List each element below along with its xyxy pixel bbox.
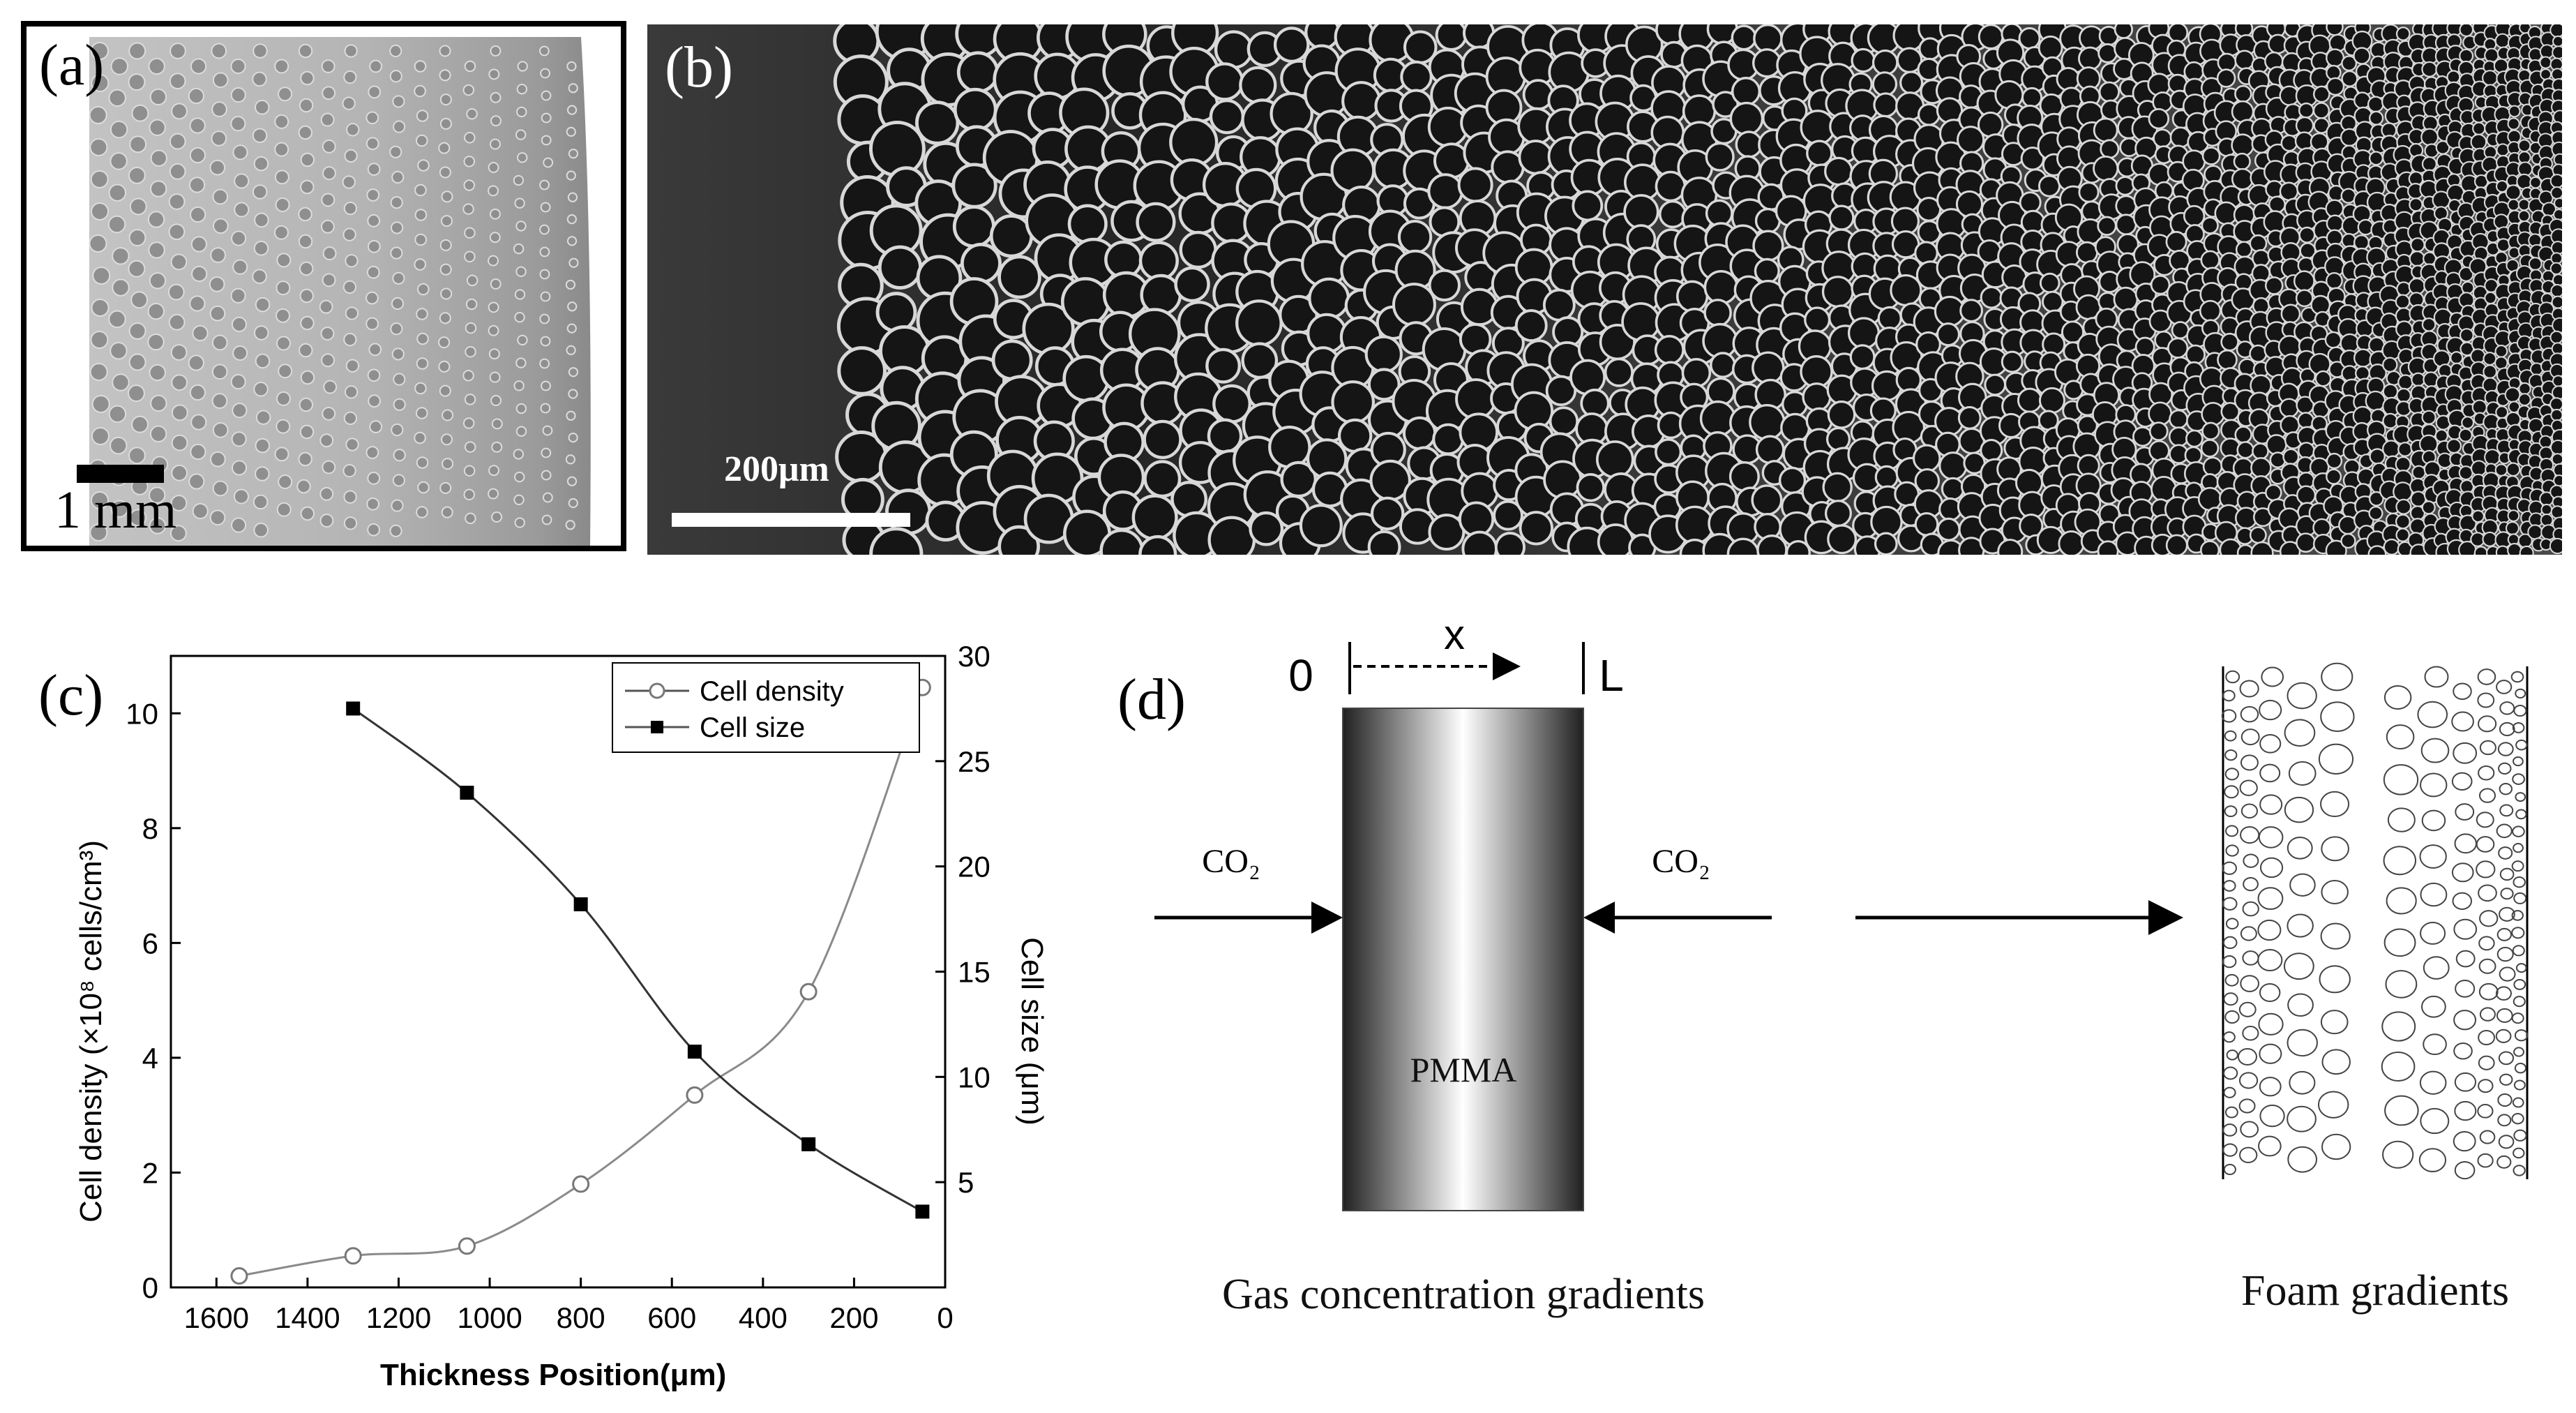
cell-density-point (572, 1175, 590, 1193)
trend-line-cell-size (352, 708, 924, 1213)
y-axis-right-label: Cell size (μm) (1015, 937, 1049, 1126)
y-axis-left-label: Cell density (×10⁸ cells/cm³) (74, 840, 108, 1223)
cell-density-point (344, 1247, 362, 1265)
x-axis-label: Thickness Position(μm) (380, 1358, 726, 1392)
x-direction-arrowhead (1493, 652, 1521, 680)
foam-cells (833, 24, 2562, 555)
x-tick-label: 0 (937, 1301, 953, 1334)
x-tick-label: 600 (647, 1301, 696, 1334)
cell-size-point (573, 897, 588, 911)
panel-a-optical-image: (a) 1 mm (21, 21, 626, 551)
legend-marker (651, 721, 663, 733)
y-left-tick-label: 4 (142, 1042, 158, 1075)
right-co2-arrowhead (1583, 902, 1615, 934)
pmma-slab (1342, 708, 1584, 1211)
sem-micrograph (647, 24, 2562, 555)
scale-bar-label: 1 mm (54, 481, 177, 539)
pore-pattern (89, 42, 579, 542)
optical-image-graphic (77, 37, 591, 546)
pmma-label: PMMA (1410, 1050, 1517, 1089)
x-tick-label: 1200 (366, 1301, 431, 1334)
scale-bar-label: 200μm (724, 449, 829, 489)
cell-size-point (687, 1045, 702, 1059)
scale-bar (77, 465, 164, 483)
cell-density-point (230, 1267, 248, 1285)
cell-size-point (801, 1137, 816, 1151)
panel-c-label: (c) (38, 663, 104, 728)
right-caption: Foam gradients (2241, 1267, 2509, 1315)
y-left-tick-label: 2 (142, 1156, 158, 1189)
y-right-tick-label: 15 (958, 956, 991, 989)
cell-size-point (460, 786, 474, 800)
cell-size-point (915, 1204, 930, 1219)
x-tick-label: 200 (829, 1301, 878, 1334)
process-arrowhead (2148, 900, 2183, 935)
left-co2-arrowhead (1311, 902, 1343, 934)
axis-variable-label: x (1444, 611, 1465, 658)
cell-density-size-chart: 1600 1400 1200 1000 800 600 400 200 0 0 2 4 6 8 10 5 10 1… (74, 640, 1049, 1392)
y-right-tick-label: 20 (958, 851, 991, 883)
cell-density-point (686, 1086, 704, 1104)
y-right-tick-label: 30 (958, 640, 991, 673)
y-right-tick-label: 25 (958, 745, 991, 778)
panel-a-label: (a) (39, 33, 105, 98)
axis-end-label: L (1599, 650, 1624, 701)
y-left-tick-label: 0 (142, 1271, 158, 1304)
x-tick-label: 1600 (184, 1301, 249, 1334)
axis-origin-label: 0 (1288, 650, 1313, 701)
x-tick-label: 800 (557, 1301, 605, 1334)
panel-d-schematic: (d) 0 x L PMMA CO₂ CO₂ Gas concentration… (1102, 579, 2576, 1410)
foam-bubbles (2221, 662, 2529, 1180)
scale-bar (672, 513, 910, 527)
panel-b-label: (b) (665, 35, 733, 100)
cell-size-point (346, 701, 361, 716)
right-co2-label: CO₂ (1652, 843, 1710, 880)
legend-entry: Cell size (700, 712, 805, 743)
data-points (230, 678, 931, 1285)
y-left-tick-label: 10 (126, 697, 158, 730)
legend: Cell density Cell size (612, 662, 920, 753)
panel-b-sem-image: (b) 200μm (647, 24, 2562, 555)
x-tick-label: 1000 (457, 1301, 522, 1334)
y-right-tick-label: 5 (958, 1166, 974, 1199)
legend-marker (649, 682, 665, 699)
panel-c-chart: (c) 1600 1400 1200 1000 800 600 400 200 0 0 2 4 6 8 10… (0, 572, 1088, 1410)
legend-entry: Cell density (700, 676, 844, 707)
y-right-tick-label: 10 (958, 1061, 991, 1093)
cell-density-point (458, 1237, 476, 1255)
x-tick-label: 1400 (275, 1301, 340, 1334)
trend-line-cell-density (239, 687, 924, 1278)
cell-density-point (799, 982, 818, 1001)
x-tick-label: 400 (739, 1301, 788, 1334)
axis-ticks: 1600 1400 1200 1000 800 600 400 200 0 0 2 4 6 8 10 5 10 1… (126, 640, 990, 1334)
left-co2-label: CO₂ (1202, 843, 1260, 880)
left-caption: Gas concentration gradients (1222, 1271, 1705, 1318)
legend-box (612, 662, 920, 753)
y-left-tick-label: 8 (142, 812, 158, 845)
panel-d-label: (d) (1117, 667, 1186, 732)
gradient-foaming-schematic: (d) 0 x L PMMA CO₂ CO₂ Gas concentration… (1117, 611, 2529, 1318)
y-left-tick-label: 6 (142, 927, 158, 959)
